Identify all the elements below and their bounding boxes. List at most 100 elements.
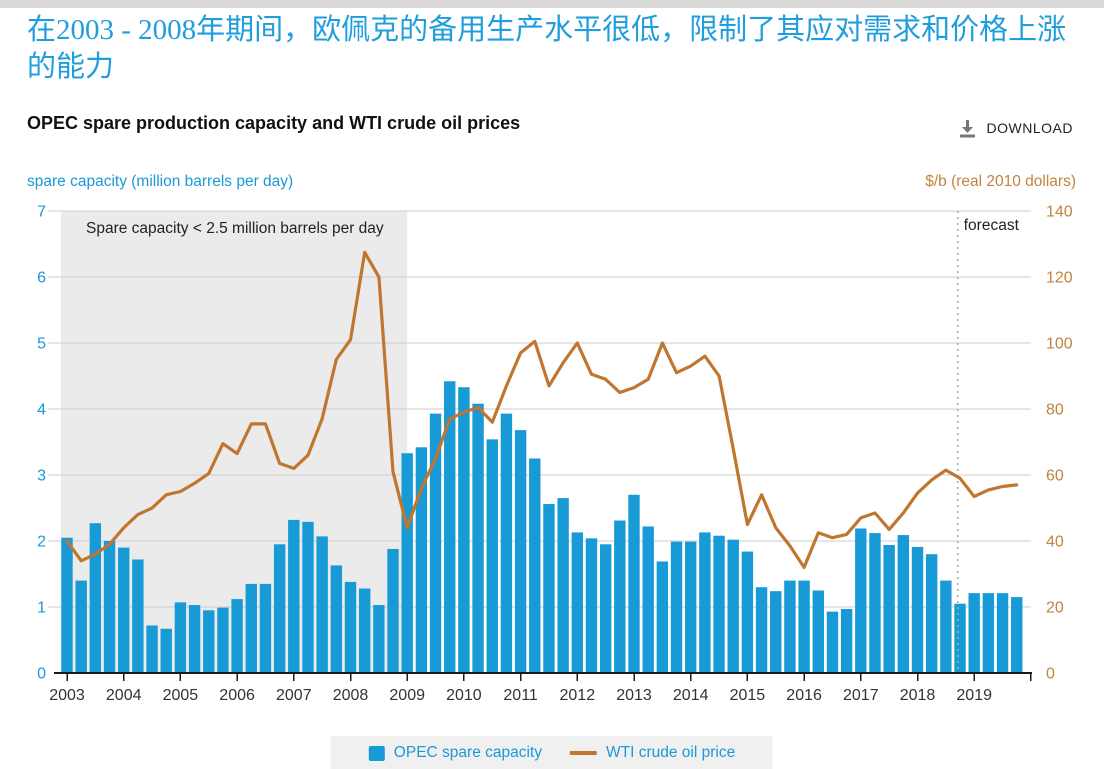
forecast-label: forecast bbox=[964, 217, 1020, 234]
bar-quarter bbox=[401, 453, 413, 673]
svg-text:2013: 2013 bbox=[616, 687, 652, 704]
bar-quarter bbox=[1011, 597, 1023, 673]
bar-quarter bbox=[614, 520, 626, 673]
svg-text:4: 4 bbox=[37, 402, 46, 419]
bar-quarter bbox=[288, 519, 300, 673]
bar-quarter bbox=[132, 559, 144, 673]
bar-quarter bbox=[373, 605, 385, 673]
svg-text:100: 100 bbox=[1046, 336, 1073, 353]
bar-quarter bbox=[486, 439, 498, 673]
svg-text:2009: 2009 bbox=[389, 687, 425, 704]
bar-quarter bbox=[599, 544, 612, 673]
bar-quarter bbox=[344, 581, 357, 673]
top-divider-bar bbox=[0, 0, 1104, 8]
svg-text:2004: 2004 bbox=[106, 687, 142, 704]
bar-quarter bbox=[996, 593, 1009, 673]
bar-quarter bbox=[103, 541, 116, 673]
bar-quarter bbox=[543, 504, 555, 673]
bar-quarter bbox=[557, 498, 569, 673]
svg-text:2012: 2012 bbox=[560, 687, 596, 704]
axes bbox=[54, 672, 1032, 681]
bar-quarter bbox=[727, 539, 739, 673]
download-icon bbox=[957, 118, 978, 138]
bar-quarter bbox=[770, 591, 782, 673]
legend-item-wti-price: WTI crude oil price bbox=[569, 744, 735, 762]
bar-quarter bbox=[118, 547, 130, 673]
spare-capacity-bars bbox=[61, 381, 1023, 673]
svg-text:2010: 2010 bbox=[446, 687, 482, 704]
svg-text:6: 6 bbox=[37, 270, 46, 287]
bar-quarter bbox=[160, 628, 172, 673]
wti-price-line bbox=[65, 211, 1019, 673]
legend-item-spare-capacity: OPEC spare capacity bbox=[368, 744, 542, 762]
svg-text:2016: 2016 bbox=[786, 687, 822, 704]
svg-text:0: 0 bbox=[1046, 666, 1055, 683]
bar-quarter bbox=[89, 523, 102, 673]
svg-text:2: 2 bbox=[37, 534, 46, 551]
bar-quarter bbox=[713, 535, 725, 673]
bar-quarter bbox=[755, 587, 768, 673]
bar-quarter bbox=[812, 590, 824, 673]
bar-quarter bbox=[911, 546, 924, 673]
bar-quarter bbox=[273, 544, 286, 673]
svg-text:0: 0 bbox=[37, 666, 46, 683]
bar-quarter bbox=[571, 532, 583, 673]
bar-quarter bbox=[741, 551, 754, 673]
svg-text:2008: 2008 bbox=[333, 687, 369, 704]
bar-quarter bbox=[514, 430, 527, 673]
bar-quarter bbox=[444, 381, 456, 673]
bar-quarter bbox=[826, 611, 839, 673]
bar-quarter bbox=[415, 447, 428, 673]
bar-quarter bbox=[883, 544, 895, 673]
left-axis-title: spare capacity (million barrels per day) bbox=[27, 173, 294, 190]
chart-title: OPEC spare production capacity and WTI c… bbox=[27, 113, 521, 133]
chart-plot: 0 1 2 3 4 5 6 7 0 20 40 60 80 100 120 140 2003 2004 2005 20… bbox=[37, 204, 1073, 705]
bar-quarter bbox=[203, 610, 215, 673]
svg-text:1: 1 bbox=[37, 600, 46, 617]
bar-quarter bbox=[302, 521, 314, 673]
svg-text:2005: 2005 bbox=[163, 687, 199, 704]
bar-quarter bbox=[982, 593, 995, 673]
bar-quarter bbox=[429, 413, 442, 673]
legend-bar-swatch bbox=[368, 745, 385, 761]
bar-quarter bbox=[146, 625, 158, 673]
svg-text:120: 120 bbox=[1046, 270, 1073, 287]
bar-quarter bbox=[358, 588, 371, 673]
bar-quarter bbox=[699, 532, 711, 673]
bar-quarter bbox=[897, 535, 910, 673]
bar-quarter bbox=[259, 583, 272, 673]
legend-label: OPEC spare capacity bbox=[393, 744, 542, 761]
headline-chinese: 在2003 - 2008年期间，欧佩克的备用生产水平很低，限制了其应对需求和价格… bbox=[27, 14, 1067, 84]
bar-quarter bbox=[628, 494, 640, 673]
bar-quarter bbox=[458, 387, 470, 673]
shaded-region-label: Spare capacity < 2.5 million barrels per… bbox=[86, 220, 384, 237]
bar-quarter bbox=[472, 403, 484, 673]
svg-text:2007: 2007 bbox=[276, 687, 312, 704]
svg-text:2018: 2018 bbox=[900, 687, 936, 704]
bar-quarter bbox=[670, 541, 683, 673]
bar-quarter bbox=[529, 458, 541, 673]
svg-text:7: 7 bbox=[37, 204, 46, 221]
bar-quarter bbox=[245, 583, 257, 673]
svg-text:3: 3 bbox=[37, 468, 46, 485]
wti-line-path bbox=[65, 250, 1019, 569]
bar-quarter bbox=[174, 602, 187, 673]
bar-quarter bbox=[217, 607, 229, 673]
bar-quarter bbox=[316, 536, 328, 673]
bar-quarter bbox=[968, 593, 980, 673]
right-axis-title: $/b (real 2010 dollars) bbox=[925, 173, 1076, 190]
svg-text:60: 60 bbox=[1046, 468, 1064, 485]
download-button[interactable]: DOWNLOAD bbox=[953, 116, 1077, 140]
svg-text:2011: 2011 bbox=[503, 687, 538, 704]
bar-quarter bbox=[685, 541, 697, 673]
legend-line-swatch bbox=[569, 751, 597, 755]
bar-quarter bbox=[642, 526, 654, 673]
svg-text:2006: 2006 bbox=[219, 687, 255, 704]
svg-text:5: 5 bbox=[37, 336, 46, 353]
chart-legend: OPEC spare capacity WTI crude oil price bbox=[330, 736, 774, 769]
svg-text:2017: 2017 bbox=[843, 687, 879, 704]
download-label: DOWNLOAD bbox=[986, 120, 1073, 136]
bar-quarter bbox=[188, 605, 201, 673]
bar-quarter bbox=[585, 538, 598, 673]
